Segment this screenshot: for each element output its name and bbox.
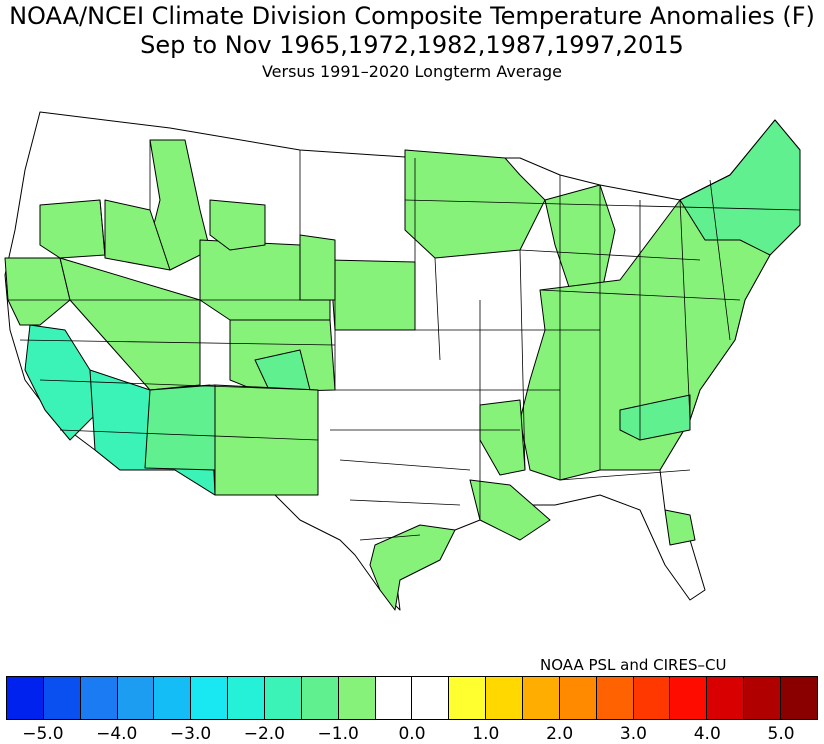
region-pnw-west-green xyxy=(39,199,106,259)
map-title: NOAA/NCEI Climate Division Composite Tem… xyxy=(9,2,815,30)
legend-tick-label: 1.0 xyxy=(472,724,500,744)
region-nebraska-green xyxy=(329,259,416,331)
legend-swatch xyxy=(154,677,192,719)
region-minnesota-green xyxy=(404,149,546,259)
legend-tick-label: 3.0 xyxy=(619,724,647,744)
credit-label: NOAA PSL and CIRES–CU xyxy=(540,656,727,674)
legend-tick-label: −4.0 xyxy=(96,724,138,744)
region-idaho-green xyxy=(149,139,211,271)
region-california-teal xyxy=(24,324,96,441)
legend-swatch xyxy=(265,677,302,719)
legend-swatch xyxy=(449,677,487,719)
legend-tick-label: −2.0 xyxy=(243,724,285,744)
legend-tick-label: 0.0 xyxy=(398,724,426,744)
region-dakota-green xyxy=(299,234,336,301)
legend-tick-label: 4.0 xyxy=(693,724,721,744)
legend-swatch xyxy=(43,677,81,719)
legend-swatch xyxy=(412,677,450,719)
region-texas-gulf-green xyxy=(369,524,456,611)
legend-swatch xyxy=(486,677,524,719)
legend-swatch xyxy=(633,677,671,719)
legend-swatch xyxy=(80,677,118,719)
region-louisiana-green xyxy=(469,479,551,541)
legend-swatch xyxy=(338,677,376,719)
legend-swatch xyxy=(670,677,708,719)
map-subtitle-period: Sep to Nov 1965,1972,1982,1987,1997,2015 xyxy=(140,31,684,59)
region-arizona-medium xyxy=(144,384,216,471)
region-northeast-medium xyxy=(679,119,801,256)
division-boundaries xyxy=(8,140,801,541)
region-florida-green xyxy=(664,509,696,546)
map-subtitle-baseline: Versus 1991–2020 Longterm Average xyxy=(261,62,563,81)
legend-tick-label: 5.0 xyxy=(767,724,795,744)
legend-swatch xyxy=(117,677,155,719)
legend-swatch xyxy=(191,677,229,719)
legend-swatch xyxy=(523,677,560,719)
legend-swatch xyxy=(596,677,634,719)
legend-swatch xyxy=(559,677,597,719)
region-carolinas-medium xyxy=(619,394,691,441)
legend-swatch xyxy=(781,677,817,719)
legend-tick-label: 2.0 xyxy=(546,724,574,744)
legend-swatch xyxy=(707,677,745,719)
color-legend-bar xyxy=(6,676,818,720)
legend-swatch xyxy=(7,677,44,719)
legend-swatch xyxy=(375,677,413,719)
legend-tick-label: −3.0 xyxy=(169,724,212,744)
us-climate-division-map xyxy=(4,111,801,611)
region-wyoming-green xyxy=(209,199,266,251)
legend-swatch xyxy=(744,677,782,719)
legend-tick-label: −5.0 xyxy=(22,724,64,744)
region-idaho-south-green xyxy=(104,199,171,271)
legend-swatch xyxy=(301,677,339,719)
legend-swatch xyxy=(228,677,266,719)
legend-tick-label: −1.0 xyxy=(317,724,359,744)
region-new-mexico-green xyxy=(214,384,319,496)
